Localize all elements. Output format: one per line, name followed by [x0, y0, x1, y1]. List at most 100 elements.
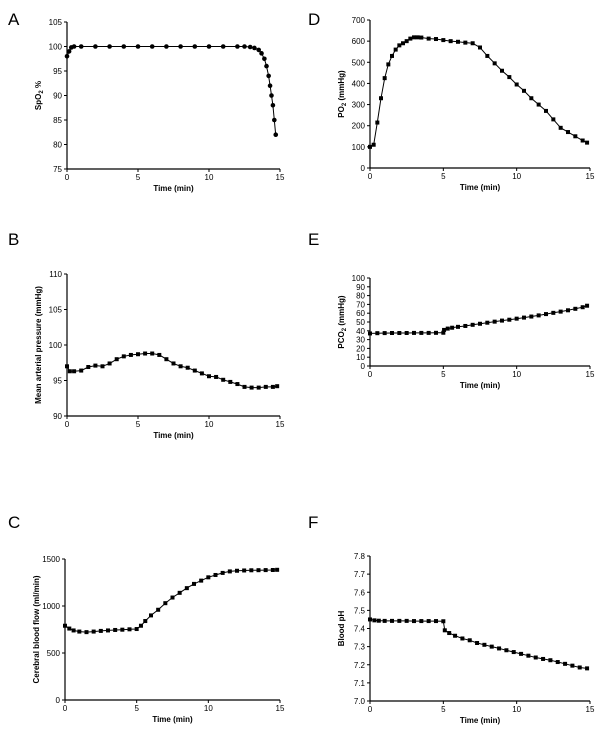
- data-point: [536, 102, 541, 107]
- data-point: [199, 371, 204, 376]
- series-line: [64, 569, 278, 633]
- data-point: [184, 586, 189, 591]
- panel-letter: D: [308, 10, 320, 29]
- data-point: [397, 618, 402, 623]
- y-tick-label: 80: [53, 141, 62, 150]
- data-point: [256, 568, 261, 573]
- data-point: [375, 331, 380, 336]
- data-point: [404, 39, 409, 44]
- data-point: [393, 47, 398, 52]
- data-point: [529, 96, 534, 101]
- data-point: [467, 638, 472, 643]
- data-point: [93, 363, 98, 368]
- data-point: [206, 44, 212, 49]
- y-tick-label: 500: [47, 649, 61, 658]
- y-axis-label-main: PCO: [337, 331, 346, 348]
- data-point: [492, 61, 497, 66]
- data-point: [177, 590, 182, 595]
- x-tick-label: 5: [441, 172, 446, 181]
- data-point: [199, 578, 204, 583]
- data-point: [170, 595, 175, 600]
- data-point: [242, 44, 247, 49]
- data-point: [456, 39, 460, 44]
- data-point: [270, 103, 276, 108]
- y-axis-label-suffix: (mmHg): [337, 70, 346, 103]
- data-point: [404, 618, 409, 623]
- y-tick-label: 7.0: [354, 697, 366, 706]
- data-point: [401, 41, 405, 46]
- y-tick-label: 95: [53, 67, 62, 76]
- x-axis-label: Time (min): [460, 183, 501, 192]
- data-point: [235, 568, 239, 573]
- data-point: [453, 633, 458, 638]
- data-point: [419, 330, 424, 335]
- y-tick-label: 7.8: [354, 552, 366, 561]
- data-point: [272, 117, 277, 123]
- data-point: [533, 655, 538, 660]
- x-tick-label: 5: [441, 370, 446, 379]
- data-point: [71, 44, 77, 49]
- data-point: [263, 568, 268, 573]
- data-point: [500, 318, 504, 323]
- data-point: [541, 656, 546, 661]
- data-point: [227, 569, 232, 574]
- data-point: [64, 54, 70, 59]
- x-tick-label: 10: [512, 705, 521, 714]
- data-point: [558, 309, 563, 314]
- data-point: [470, 322, 475, 327]
- y-tick-label: 60: [356, 309, 365, 318]
- data-point: [507, 75, 512, 80]
- data-point: [577, 665, 582, 670]
- data-point: [242, 384, 247, 389]
- x-tick-label: 0: [63, 704, 68, 713]
- data-point: [228, 379, 233, 384]
- data-point: [149, 44, 155, 49]
- y-tick-label: 85: [53, 116, 62, 125]
- data-point: [128, 352, 133, 357]
- chart-panel-f: F 7.0 7.1 7.2 7.3 7.4 7.5 7.6 7.7 7.8 0 5 10 15 Time (…: [308, 513, 595, 725]
- data-point: [91, 629, 96, 634]
- data-point: [134, 627, 139, 632]
- y-axis-label-subscript: 2: [342, 327, 348, 331]
- data-point: [441, 38, 446, 43]
- data-point: [511, 650, 516, 655]
- panel-letter: A: [8, 10, 20, 29]
- y-tick-label: 100: [352, 274, 366, 283]
- chart-panel-a: A 75 80 85 90 95 100 105 0 5 10 15 Time (min) SpO2 %: [8, 10, 285, 193]
- x-tick-label: 0: [65, 420, 70, 429]
- data-point: [135, 44, 141, 49]
- data-point: [570, 663, 575, 668]
- data-point: [107, 361, 112, 366]
- data-point: [563, 661, 568, 666]
- data-point: [566, 130, 570, 135]
- data-point: [379, 96, 383, 101]
- y-axis-label-subscript: 2: [39, 90, 45, 94]
- y-tick-label: 105: [49, 306, 63, 315]
- y-tick-label: 600: [352, 37, 366, 46]
- data-point: [412, 330, 416, 335]
- data-point: [426, 36, 431, 41]
- data-point: [178, 44, 183, 49]
- data-point: [445, 326, 450, 331]
- chart-panel-b: B 90 95 100 105 110 0 5 10 15 Time (min) Mean arter…: [8, 230, 285, 440]
- x-tick-label: 0: [368, 705, 373, 714]
- data-point: [221, 377, 226, 382]
- data-point: [67, 369, 72, 374]
- data-point: [262, 56, 267, 62]
- x-tick-label: 5: [134, 704, 139, 713]
- data-point: [412, 35, 416, 40]
- data-point: [492, 319, 497, 324]
- y-tick-label: 7.2: [354, 661, 366, 670]
- data-point: [270, 384, 275, 389]
- data-point: [65, 364, 69, 369]
- x-tick-label: 15: [586, 705, 595, 714]
- data-point: [585, 303, 590, 308]
- data-point: [149, 613, 153, 618]
- data-point: [368, 617, 372, 622]
- x-tick-label: 15: [586, 370, 595, 379]
- data-point: [220, 570, 225, 575]
- data-point: [164, 357, 169, 362]
- data-point: [138, 623, 143, 628]
